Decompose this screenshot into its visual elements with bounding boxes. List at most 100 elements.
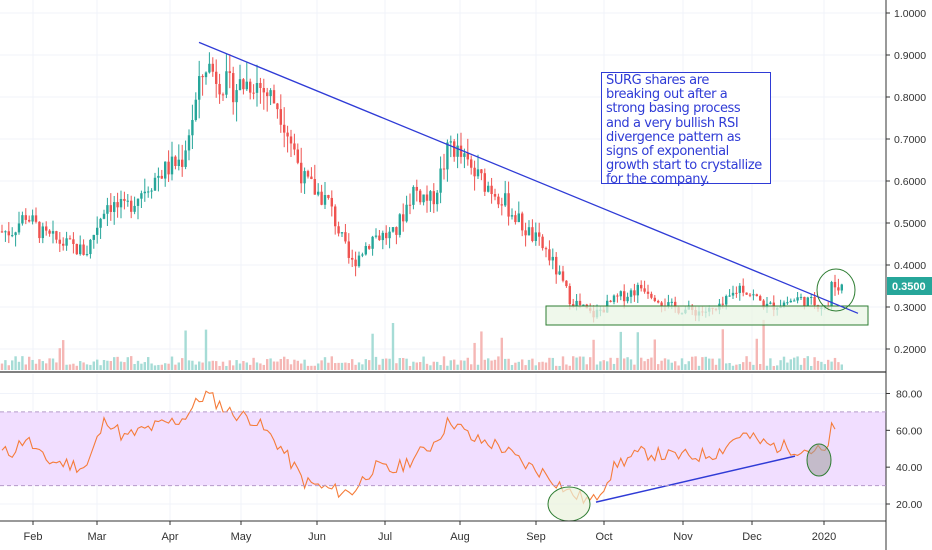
- candle-body: [561, 271, 565, 281]
- candle-body: [786, 302, 789, 304]
- candle-body: [789, 300, 792, 303]
- candle-body: [249, 81, 252, 93]
- candle-body: [160, 175, 163, 179]
- volume-bar: [769, 358, 772, 370]
- volume-bar: [279, 358, 282, 370]
- candle-body: [245, 81, 248, 90]
- volume-bar: [582, 356, 585, 370]
- candle-body: [558, 271, 561, 275]
- volume-bar: [449, 360, 452, 370]
- volume-bar: [575, 357, 578, 370]
- candle-body: [738, 285, 741, 293]
- volume-bar: [259, 363, 262, 370]
- volume-bar: [218, 365, 221, 370]
- volume-bar: [371, 333, 374, 370]
- volume-bar: [636, 332, 639, 370]
- candle-body: [11, 235, 14, 237]
- candle-body: [840, 284, 843, 291]
- volume-bar: [378, 364, 381, 370]
- candle-body: [490, 185, 493, 195]
- volume-bar: [565, 364, 568, 370]
- volume-bar: [548, 357, 551, 370]
- time-tick-label: Sep: [526, 531, 546, 543]
- volume-bar: [616, 357, 619, 370]
- volume-bar: [283, 356, 286, 370]
- volume-bar: [340, 362, 344, 370]
- time-tick-label: Mar: [88, 531, 107, 543]
- candle-body: [238, 79, 242, 91]
- volume-bar: [415, 362, 418, 370]
- volume-bar: [201, 362, 204, 370]
- volume-bar: [820, 361, 823, 370]
- volume-bar: [228, 360, 231, 370]
- rsi-divergence-line: [595, 455, 796, 503]
- volume-bar: [58, 348, 61, 370]
- candle-body: [524, 230, 527, 236]
- candle-body: [408, 204, 412, 206]
- volume-bar: [827, 359, 830, 370]
- candle-body: [575, 300, 578, 307]
- candle-body: [456, 145, 459, 157]
- volume-bar: [136, 360, 140, 370]
- volume-bar: [191, 360, 194, 370]
- volume-bar: [718, 358, 721, 370]
- candle-body: [99, 218, 102, 228]
- last-price-bg: [887, 277, 932, 295]
- rsi-tick-label: 20.00: [896, 499, 922, 511]
- volume-bar: [626, 357, 629, 370]
- volume-bar: [167, 363, 170, 370]
- candle-body: [150, 190, 153, 192]
- volume-bar: [364, 359, 367, 370]
- volume-bar: [7, 365, 10, 370]
- candle-body: [436, 192, 439, 205]
- volume-bar: [106, 360, 109, 370]
- candle-body: [419, 190, 422, 203]
- candle-body: [442, 168, 446, 170]
- candle-body: [796, 297, 799, 301]
- candle-body: [735, 292, 738, 294]
- volume-bar: [840, 364, 843, 370]
- volume-bar: [289, 364, 293, 370]
- candle-body: [34, 215, 38, 222]
- candle-body: [266, 92, 269, 97]
- volume-bar: [17, 361, 21, 370]
- volume-bar: [11, 360, 14, 370]
- candle-body: [194, 99, 197, 120]
- volume-bar: [337, 362, 340, 370]
- candle-body: [565, 280, 568, 287]
- volume-bar: [500, 337, 503, 370]
- candle-body: [170, 156, 174, 175]
- candle-body: [629, 290, 633, 297]
- volume-bar: [419, 362, 422, 370]
- candle-body: [198, 76, 201, 100]
- volume-bar: [65, 364, 68, 370]
- volume-bar: [320, 360, 323, 370]
- candle-body: [473, 167, 476, 177]
- candle-body: [296, 149, 299, 163]
- candle-body: [330, 197, 333, 207]
- volume-bar: [483, 359, 486, 370]
- candle-body: [272, 90, 276, 104]
- candle-body: [555, 256, 558, 275]
- price-candles: [0, 52, 843, 323]
- volume-bar: [806, 356, 809, 370]
- volume-bar: [28, 356, 31, 370]
- volume-bar: [762, 319, 765, 370]
- volume-bar: [96, 359, 99, 370]
- candle-body: [402, 214, 405, 222]
- candle-body: [728, 295, 731, 297]
- candle-body: [799, 296, 803, 298]
- candle-body: [133, 205, 136, 212]
- candle-body: [810, 296, 813, 298]
- candle-body: [538, 232, 541, 237]
- volume-bar: [633, 364, 636, 370]
- candle-body: [378, 235, 381, 241]
- volume-bar: [697, 365, 701, 370]
- candle-body: [0, 231, 4, 233]
- candle-body: [830, 281, 833, 307]
- volume-bar: [572, 356, 575, 370]
- volume-bar: [612, 363, 616, 370]
- candle-body: [191, 119, 194, 136]
- volume-bar: [109, 361, 112, 370]
- candle-body: [643, 288, 646, 292]
